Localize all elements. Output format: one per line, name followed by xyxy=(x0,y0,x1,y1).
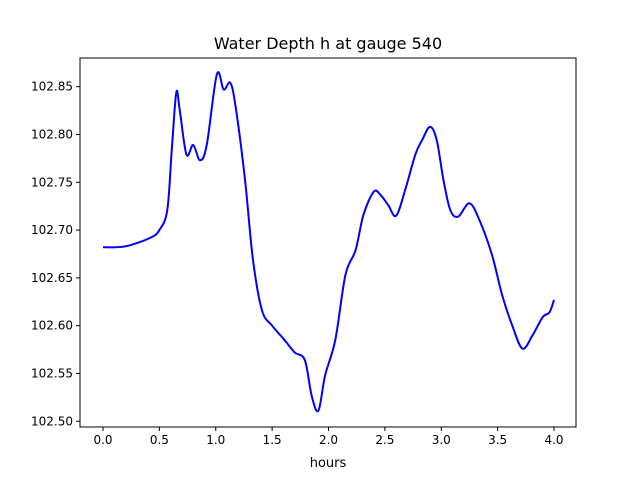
x-tick-label: 3.5 xyxy=(488,433,507,447)
series-line-h xyxy=(102,71,555,413)
x-tick-label: 1.0 xyxy=(206,433,225,447)
y-tick-label: 102.85 xyxy=(31,80,73,94)
x-tick-label: 4.0 xyxy=(544,433,563,447)
x-axis: 0.0 0.5 1.0 1.5 2.0 2.5 3.0 3.5 4.0 xyxy=(93,427,564,447)
y-tick-label: 102.60 xyxy=(31,319,73,333)
plot-frame xyxy=(79,57,577,428)
x-tick-label: 2.5 xyxy=(375,433,394,447)
x-tick-label: 0.0 xyxy=(93,433,112,447)
y-tick-label: 102.55 xyxy=(31,366,73,380)
y-axis: 102.50 102.55 102.60 102.65 102.70 102.75 102.… xyxy=(31,80,80,428)
x-axis-label: hours xyxy=(310,456,347,471)
y-tick-label: 102.75 xyxy=(31,175,73,189)
x-tick-label: 3.0 xyxy=(432,433,451,447)
x-tick-label: 1.5 xyxy=(263,433,282,447)
y-tick-label: 102.65 xyxy=(31,271,73,285)
chart-title: Water Depth h at gauge 540 xyxy=(214,34,442,53)
y-tick-label: 102.50 xyxy=(31,414,73,428)
y-tick-label: 102.80 xyxy=(31,127,73,141)
y-tick-label: 102.70 xyxy=(31,223,73,237)
x-tick-label: 2.0 xyxy=(319,433,338,447)
x-tick-label: 0.5 xyxy=(150,433,169,447)
